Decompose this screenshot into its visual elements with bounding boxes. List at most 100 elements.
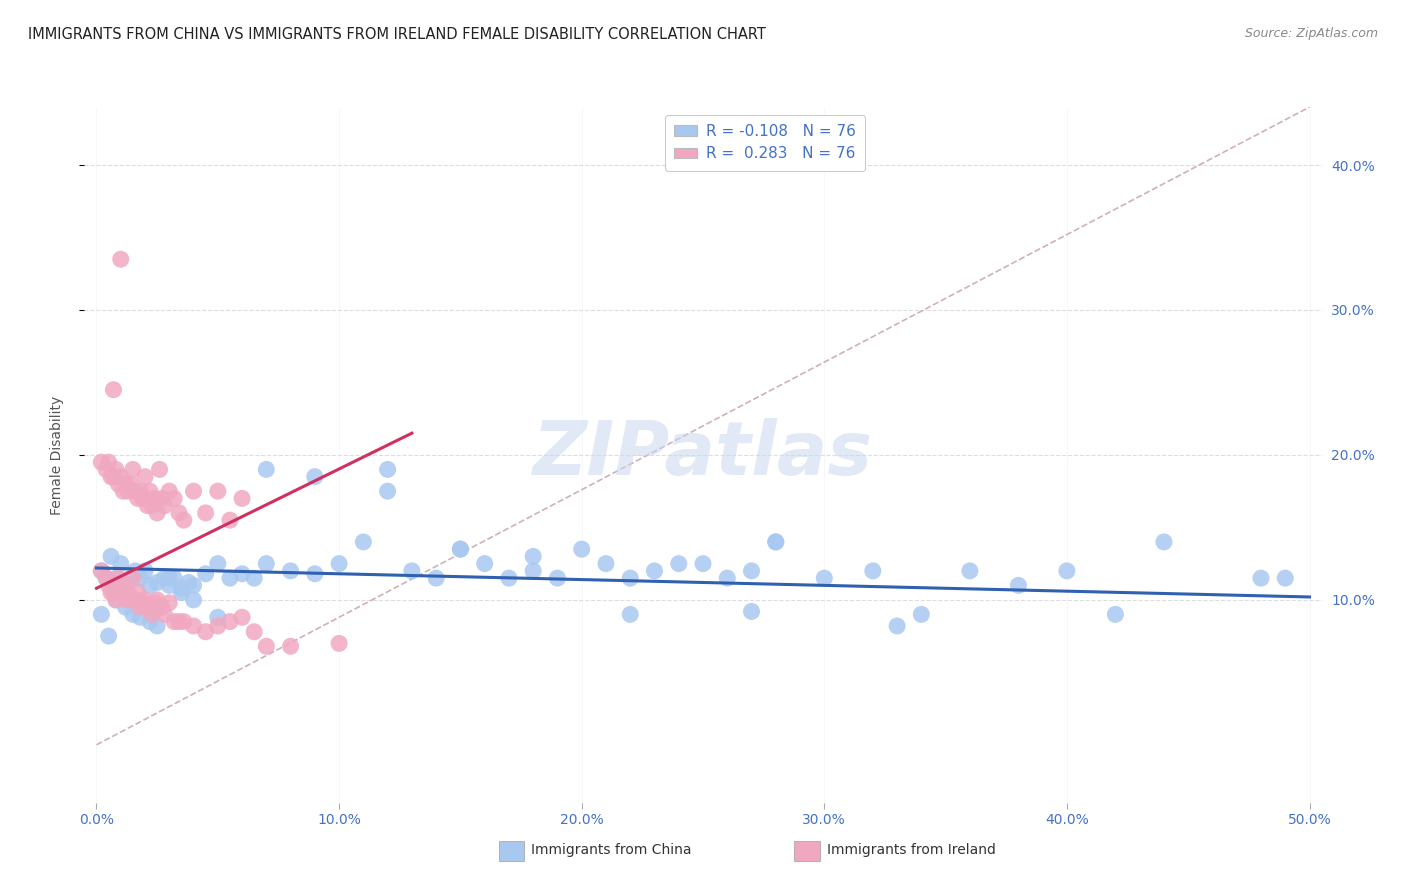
Point (157, 578, 180, 592)
Point (219, 571, 242, 585)
Point (254, 462, 277, 476)
Point (170, 585, 193, 599)
Point (194, 566, 217, 581)
Point (127, 585, 149, 599)
Point (231, 566, 253, 581)
Point (254, 557, 277, 571)
Point (522, 564, 544, 578)
Text: Immigrants from China: Immigrants from China (531, 843, 692, 857)
Point (163, 491, 186, 506)
Point (183, 619, 205, 633)
Point (595, 557, 617, 571)
Text: Immigrants from Ireland: Immigrants from Ireland (827, 843, 995, 857)
Point (1056, 564, 1078, 578)
Point (143, 596, 166, 610)
Point (129, 600, 152, 615)
Point (124, 484, 146, 499)
Text: ZIPatlas: ZIPatlas (533, 418, 873, 491)
Point (122, 462, 145, 476)
Point (765, 534, 787, 549)
Point (134, 469, 156, 483)
Point (112, 484, 135, 499)
Point (163, 615, 186, 629)
Point (243, 571, 266, 585)
Point (243, 624, 266, 639)
Point (219, 615, 242, 629)
Point (304, 469, 326, 483)
Point (167, 506, 190, 520)
Text: IMMIGRANTS FROM CHINA VS IMMIGRANTS FROM IRELAND FEMALE DISABILITY CORRELATION C: IMMIGRANTS FROM CHINA VS IMMIGRANTS FROM… (28, 27, 766, 42)
Point (157, 596, 180, 610)
Point (170, 582, 193, 596)
Point (177, 575, 200, 590)
Point (167, 615, 190, 629)
Point (129, 571, 152, 585)
Point (110, 557, 132, 571)
Point (112, 578, 135, 592)
Point (474, 557, 496, 571)
Point (90, 564, 112, 578)
Point (96, 571, 118, 585)
Point (100, 469, 122, 483)
Point (254, 639, 277, 653)
Point (207, 484, 229, 499)
Point (449, 542, 471, 557)
Point (231, 491, 253, 506)
Point (498, 571, 520, 585)
Point (148, 462, 170, 476)
Point (1274, 571, 1296, 585)
Point (131, 491, 153, 506)
Point (219, 513, 242, 527)
Point (153, 607, 176, 622)
Point (231, 610, 253, 624)
Point (136, 499, 159, 513)
Point (173, 513, 195, 527)
Point (1104, 607, 1126, 622)
Point (97, 629, 120, 643)
Point (134, 564, 156, 578)
Point (813, 571, 835, 585)
Point (522, 549, 544, 564)
Point (90, 564, 112, 578)
Point (153, 499, 176, 513)
Point (117, 484, 139, 499)
Point (139, 615, 162, 629)
Point (100, 585, 122, 599)
Point (96, 571, 118, 585)
Point (765, 534, 787, 549)
Point (546, 571, 568, 585)
Point (131, 596, 153, 610)
Point (150, 491, 173, 506)
Point (146, 592, 169, 607)
Point (129, 610, 152, 624)
Point (173, 615, 195, 629)
Point (146, 619, 169, 633)
Point (107, 571, 129, 585)
Point (104, 592, 127, 607)
Point (110, 469, 132, 483)
Point (716, 571, 738, 585)
Point (194, 624, 217, 639)
Point (150, 600, 173, 615)
Point (114, 578, 136, 592)
Point (107, 476, 129, 491)
Point (139, 484, 162, 499)
Point (110, 252, 132, 267)
Point (910, 607, 932, 622)
Point (129, 484, 152, 499)
Point (959, 564, 981, 578)
Point (886, 619, 908, 633)
Point (139, 578, 162, 592)
Point (207, 610, 229, 624)
Point (1250, 571, 1272, 585)
Point (280, 639, 302, 653)
Point (183, 484, 205, 499)
Point (304, 566, 326, 581)
Point (117, 585, 139, 599)
Point (103, 383, 125, 397)
Point (139, 600, 162, 615)
Point (114, 600, 136, 615)
Point (90, 607, 112, 622)
Point (741, 605, 763, 619)
Point (157, 484, 180, 499)
